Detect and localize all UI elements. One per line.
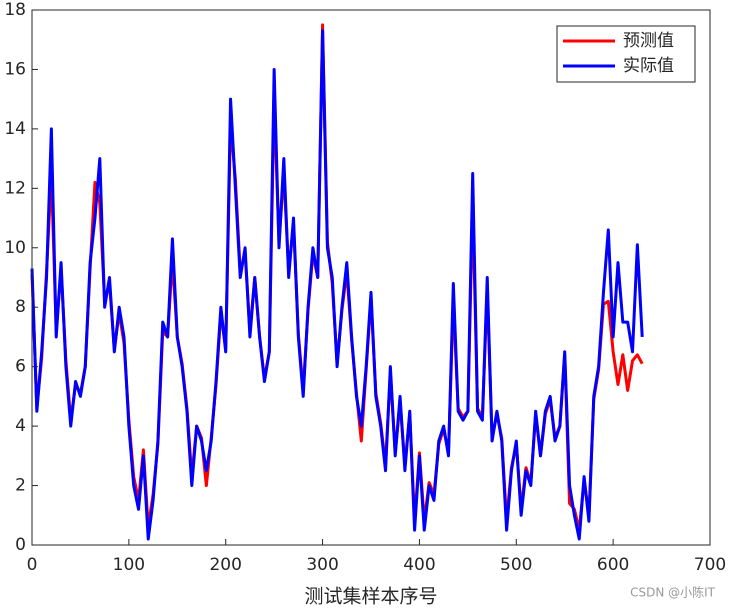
x-axis-label: 测试集样本序号 (304, 586, 437, 608)
series-line (30, 29, 644, 541)
y-tick-label: 2 (15, 476, 26, 496)
y-tick-label: 18 (4, 0, 26, 20)
x-tick-label: 200 (209, 555, 241, 575)
x-tick-label: 600 (597, 555, 629, 575)
y-tick-label: 12 (4, 178, 26, 198)
legend-label: 实际值 (623, 56, 674, 76)
legend-label: 预测值 (623, 31, 674, 51)
x-tick-label: 0 (27, 555, 38, 575)
x-tick-label: 300 (306, 555, 338, 575)
y-tick-label: 6 (15, 357, 26, 377)
x-tick-label: 700 (694, 555, 726, 575)
y-tick-label: 16 (4, 59, 26, 79)
y-tick-label: 4 (15, 416, 26, 436)
y-tick-label: 10 (4, 238, 26, 258)
legend-box (556, 25, 696, 83)
x-tick-label: 500 (500, 555, 532, 575)
y-tick-label: 0 (15, 535, 26, 555)
axes-box (31, 9, 711, 546)
x-tick-label: 400 (403, 555, 435, 575)
watermark: CSDN @小陈IT (630, 585, 716, 600)
y-tick-label: 14 (4, 119, 26, 139)
y-tick-label: 8 (15, 297, 26, 317)
x-tick-label: 100 (113, 555, 145, 575)
